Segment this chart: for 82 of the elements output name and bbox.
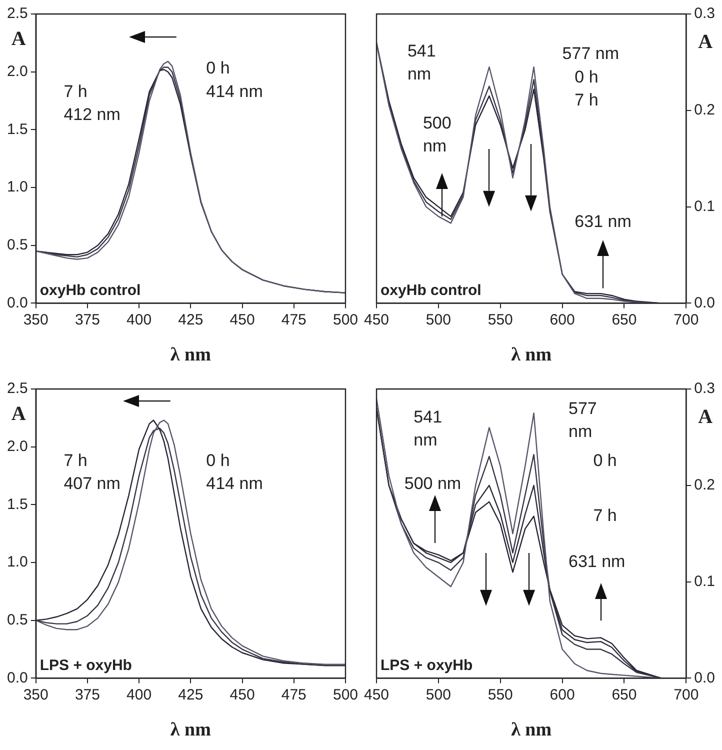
x-tick-label: 700 [674,686,699,704]
y2-tick-label: 0.2 [694,476,716,494]
x-tick-label: 350 [23,311,48,328]
y-tick-label: 2.5 [6,5,28,22]
x-tick-label: 475 [281,686,306,704]
x-tick-label: 500 [332,311,358,328]
x-tick-label: 400 [126,311,152,328]
y2-tick-label: 0.0 [694,669,716,686]
annotation: oxyHb control [40,282,141,299]
annotation: nm [568,422,592,442]
annotation: 412 nm [64,104,120,124]
annotation: 541 [407,41,436,60]
x-tick-label: 450 [230,686,255,704]
y-axis-title: A [11,403,26,426]
annotation: 407 nm [64,474,120,494]
x-axis-title: λ nm [170,720,212,741]
x-tick-label: 600 [550,686,575,704]
x-tick-label: 475 [281,311,306,328]
annotation: 7 h [574,90,598,110]
annotation: 500 nm [404,474,462,494]
x-tick-label: 600 [550,311,575,328]
y2-tick-label: 0.1 [694,572,716,590]
x-tick-label: 550 [488,311,513,328]
annotation: 577 [568,398,597,418]
x-axis-title: λ nm [511,344,552,366]
y-tick-label: 0.0 [6,294,28,312]
annotation: 7 h [593,506,617,525]
x-tick-label: 500 [332,686,358,704]
annotation: 414 nm [206,82,263,101]
x-axis-title: λ nm [170,344,212,366]
annotation: 0 h [574,67,598,86]
y2-tick-label: 0.2 [694,102,716,119]
y-tick-label: 0.5 [6,612,28,628]
y-tick-label: 1.5 [6,496,28,513]
annotation: 414 nm [206,474,263,494]
y2-axis-title: A [698,406,714,428]
annotation: 0 h [593,450,617,470]
x-tick-label: 350 [23,686,48,704]
x-tick-label: 550 [488,686,513,704]
y2-tick-label: 0.0 [694,294,716,312]
y-tick-label: 0.5 [6,236,28,254]
x-tick-label: 450 [364,686,390,704]
x-tick-label: 375 [74,686,100,704]
annotation: LPS + oxyHb [40,656,132,674]
annotation: 577 nm [562,44,619,64]
x-tick-label: 500 [426,686,451,704]
annotation: 631 nm [574,212,632,231]
x-tick-label: 425 [178,311,204,328]
y-tick-label: 2.5 [6,380,28,398]
x-tick-label: 650 [612,311,637,328]
x-tick-label: 450 [364,311,390,328]
y-tick-label: 0.0 [6,669,28,686]
x-tick-label: 650 [612,686,637,704]
annotation: 0 h [206,58,230,78]
annotation: nm [407,64,432,84]
y-tick-label: 1.5 [6,120,28,138]
y2-axis-title: A [698,31,714,54]
y-tick-label: 2.0 [6,62,28,80]
y-tick-label: 1.0 [6,554,28,571]
x-tick-label: 425 [178,686,204,704]
x-tick-label: 375 [74,311,100,328]
x-tick-label: 450 [230,311,255,328]
annotation: 541 [414,408,442,427]
y2-tick-label: 0.3 [694,380,716,398]
x-tick-label: 700 [674,311,699,328]
y-axis-title: A [11,28,26,50]
y2-tick-label: 0.1 [694,198,716,215]
annotation: nm [414,430,438,450]
x-axis-title: λ nm [511,720,552,741]
x-tick-label: 400 [126,686,152,704]
annotation: 7 h [64,450,88,470]
y2-tick-label: 0.3 [694,5,716,22]
annotation: oxyHb control [380,282,482,299]
y-tick-label: 2.0 [6,438,28,455]
annotation: 631 nm [568,552,626,572]
annotation: nm [422,136,447,156]
annotation: LPS + oxyHb [380,656,473,674]
y-tick-label: 1.0 [6,178,28,196]
annotation: 0 h [206,450,230,470]
annotation: 500 [422,114,452,133]
x-tick-label: 500 [426,311,451,328]
annotation: 7 h [64,82,88,101]
